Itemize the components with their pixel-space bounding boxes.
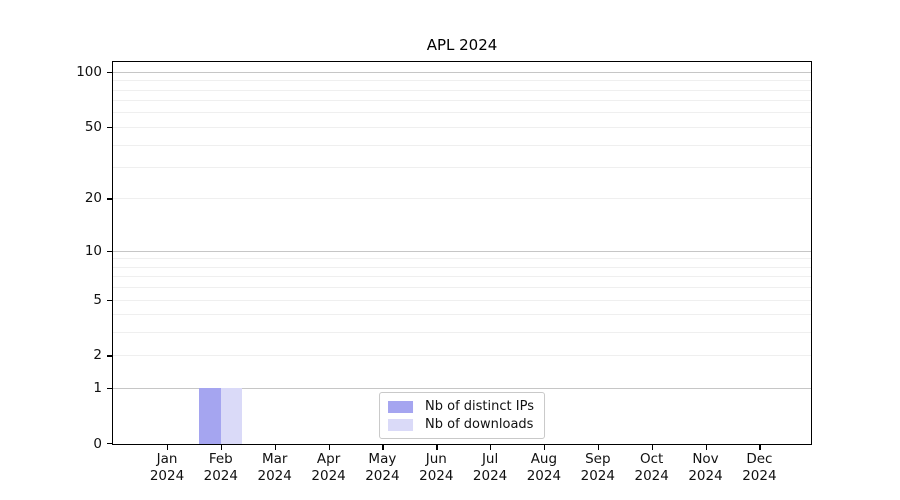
legend-label-downloads: Nb of downloads <box>425 417 533 432</box>
x-tick-label-line: 2024 <box>365 468 399 485</box>
x-tick-label-line: Oct <box>635 451 669 468</box>
x-tick-label-line: 2024 <box>688 468 722 485</box>
y-tick-label: 5 <box>93 292 102 308</box>
x-tick-label-line: 2024 <box>473 468 507 485</box>
x-tick-label-line: May <box>365 451 399 468</box>
y-tick-label: 50 <box>85 119 102 135</box>
gridline-minor <box>113 276 811 277</box>
x-tick-label-line: 2024 <box>311 468 345 485</box>
x-tick-mark <box>382 444 383 450</box>
x-tick-mark <box>436 444 437 450</box>
plot-area: APL 2024 0125102050100 Jan2024Feb2024Mar… <box>112 61 812 445</box>
x-tick-label-line: 2024 <box>204 468 238 485</box>
y-tick-mark <box>107 198 113 199</box>
y-tick-mark <box>107 72 113 73</box>
x-tick-label-line: Jan <box>150 451 184 468</box>
legend-swatch-distinct-ips <box>388 401 413 413</box>
gridline-minor <box>113 314 811 315</box>
x-tick-label: Nov2024 <box>688 451 722 485</box>
x-tick-label-line: Jul <box>473 451 507 468</box>
x-tick-mark <box>759 444 760 450</box>
x-tick-mark <box>490 444 491 450</box>
y-tick-label: 100 <box>76 64 102 80</box>
gridline-minor <box>113 90 811 91</box>
x-tick-label-line: Aug <box>527 451 561 468</box>
x-tick-label: Aug2024 <box>527 451 561 485</box>
x-tick-label: Jan2024 <box>150 451 184 485</box>
x-tick-label-line: Feb <box>204 451 238 468</box>
gridline-minor <box>113 80 811 81</box>
y-tick-mark <box>107 300 113 301</box>
x-tick-label-line: 2024 <box>150 468 184 485</box>
gridline-minor <box>113 300 811 301</box>
y-tick-mark <box>107 388 113 389</box>
x-tick-label-line: Apr <box>311 451 345 468</box>
x-tick-label-line: 2024 <box>419 468 453 485</box>
x-tick-label: Sep2024 <box>581 451 615 485</box>
x-tick-label-line: Sep <box>581 451 615 468</box>
x-tick-mark <box>221 444 222 450</box>
x-tick-label: Mar2024 <box>258 451 292 485</box>
x-tick-label-line: 2024 <box>581 468 615 485</box>
gridline-minor <box>113 167 811 168</box>
x-tick-mark <box>275 444 276 450</box>
legend: Nb of distinct IPs Nb of downloads <box>379 392 545 439</box>
x-tick-label-line: 2024 <box>742 468 776 485</box>
gridline-minor <box>113 127 811 128</box>
chart-title: APL 2024 <box>427 36 498 54</box>
gridline-minor <box>113 287 811 288</box>
x-tick-label: Oct2024 <box>635 451 669 485</box>
legend-label-distinct-ips: Nb of distinct IPs <box>425 399 534 414</box>
y-tick-label: 0 <box>93 436 102 452</box>
x-tick-label-line: 2024 <box>635 468 669 485</box>
gridline-minor <box>113 100 811 101</box>
gridline-major <box>113 251 811 252</box>
bar-nb-of-downloads <box>221 388 243 444</box>
y-tick-label: 2 <box>93 347 102 363</box>
x-tick-label-line: Nov <box>688 451 722 468</box>
gridline-minor <box>113 258 811 259</box>
legend-swatch-downloads <box>388 419 413 431</box>
y-tick-label: 1 <box>93 380 102 396</box>
x-tick-label: Feb2024 <box>204 451 238 485</box>
x-tick-mark <box>598 444 599 450</box>
x-tick-label-line: Jun <box>419 451 453 468</box>
gridline-minor <box>113 145 811 146</box>
x-tick-label-line: Mar <box>258 451 292 468</box>
gridline-minor <box>113 332 811 333</box>
x-tick-label: May2024 <box>365 451 399 485</box>
gridline-major <box>113 72 811 73</box>
y-tick-mark <box>107 127 113 128</box>
x-tick-mark <box>544 444 545 450</box>
gridline-minor <box>113 355 811 356</box>
y-tick-label: 10 <box>85 243 102 259</box>
x-tick-mark <box>329 444 330 450</box>
legend-item-distinct-ips: Nb of distinct IPs <box>388 399 534 414</box>
x-tick-mark <box>706 444 707 450</box>
x-tick-label-line: Dec <box>742 451 776 468</box>
x-tick-label: Jul2024 <box>473 451 507 485</box>
bar-nb-of-distinct-ips <box>199 388 221 444</box>
y-tick-label: 20 <box>85 190 102 206</box>
gridline-minor <box>113 198 811 199</box>
gridline-minor <box>113 267 811 268</box>
x-tick-label: Dec2024 <box>742 451 776 485</box>
x-tick-label-line: 2024 <box>258 468 292 485</box>
gridline-minor <box>113 112 811 113</box>
x-tick-mark <box>652 444 653 450</box>
y-tick-mark <box>107 355 113 356</box>
legend-item-downloads: Nb of downloads <box>388 417 534 432</box>
x-tick-mark <box>167 444 168 450</box>
y-tick-mark <box>107 251 113 252</box>
x-tick-label-line: 2024 <box>527 468 561 485</box>
chart-figure: APL 2024 0125102050100 Jan2024Feb2024Mar… <box>0 0 900 500</box>
x-tick-label: Apr2024 <box>311 451 345 485</box>
x-tick-label: Jun2024 <box>419 451 453 485</box>
y-tick-mark <box>107 443 113 444</box>
